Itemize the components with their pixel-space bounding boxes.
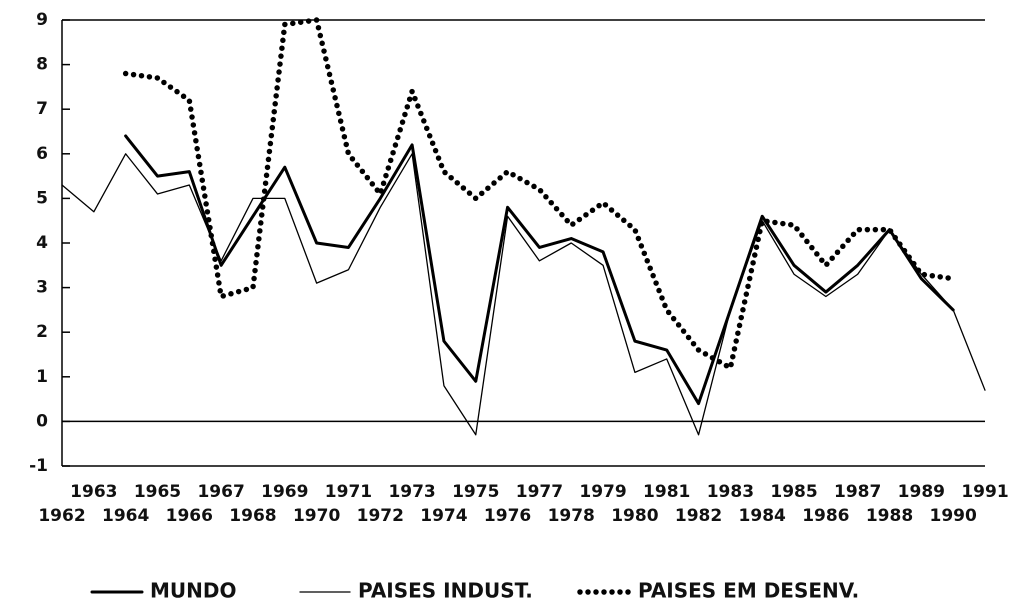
y-tick-label: 5 [36,188,48,208]
x-tick-label: 1976 [484,506,531,526]
y-tick-label: 3 [36,278,48,298]
x-tick-label: 1972 [357,506,404,526]
x-tick-label: 1989 [898,482,945,502]
x-tick-label: 1980 [611,506,658,526]
y-tick-label: 8 [36,55,48,75]
x-tick-label: 1975 [452,482,499,502]
x-tick-label: 1986 [802,506,849,526]
y-tick-label: 2 [36,322,48,342]
series-line [61,153,986,436]
x-tick-label: 1969 [261,482,308,502]
x-tick-label: 1966 [166,506,213,526]
x-tick-label: 1984 [739,506,786,526]
y-tick-label: 6 [36,144,48,164]
x-tick-label: 1963 [70,482,117,502]
x-tick-label: 1968 [229,506,276,526]
x-tick-label: 1981 [643,482,690,502]
x-tick-label: 1964 [102,506,149,526]
x-tick-label: 1962 [38,506,85,526]
x-tick-label: 1991 [961,482,1008,502]
x-tick-label: 1982 [675,506,722,526]
x-tick-label: 1978 [548,506,595,526]
x-tick-label: 1965 [134,482,181,502]
legend-label: PAISES INDUST. [358,579,533,603]
x-tick-label: 1977 [516,482,563,502]
y-tick-label: 9 [36,10,48,30]
x-tick-label: 1988 [866,506,913,526]
x-tick-label: 1974 [420,506,467,526]
x-tick-label: 1987 [834,482,881,502]
legend-label: MUNDO [150,579,236,603]
series-line [124,134,955,406]
x-tick-label: 1985 [770,482,817,502]
x-tick-label: 1967 [197,482,244,502]
legend: MUNDO PAISES INDUST. PAISES EM DESENV. [90,579,859,603]
y-tick-label: -1 [29,456,48,476]
series-line [122,17,956,371]
y-tick-label: 7 [36,99,48,119]
x-tick-label: 1973 [388,482,435,502]
x-tick-label: 1983 [707,482,754,502]
legend-label: PAISES EM DESENV. [638,579,859,603]
x-tick-label: 1971 [325,482,372,502]
x-tick-label: 1979 [579,482,626,502]
y-tick-label: 4 [36,233,48,253]
x-tick-label: 1990 [930,506,977,526]
y-tick-label: 1 [36,367,48,387]
y-tick-label: 0 [36,411,48,431]
x-tick-label: 1970 [293,506,340,526]
